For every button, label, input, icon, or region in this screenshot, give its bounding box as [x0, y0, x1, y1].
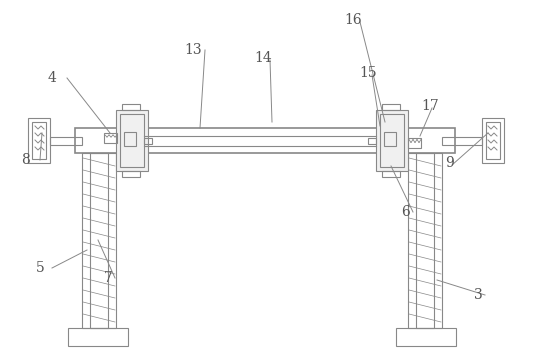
- Bar: [90, 153, 108, 328]
- Bar: [124, 132, 136, 146]
- Bar: [442, 136, 482, 144]
- Bar: [408, 153, 442, 328]
- Text: 5: 5: [36, 261, 44, 275]
- Bar: [104, 133, 117, 143]
- Bar: [122, 171, 140, 177]
- Bar: [144, 138, 152, 143]
- Text: 8: 8: [21, 153, 30, 167]
- Bar: [82, 153, 116, 328]
- Bar: [416, 153, 434, 328]
- Bar: [75, 128, 455, 153]
- Text: 6: 6: [402, 205, 410, 219]
- Text: 16: 16: [344, 13, 362, 27]
- Text: 3: 3: [474, 288, 482, 302]
- Text: 7: 7: [104, 271, 113, 285]
- Text: 17: 17: [421, 99, 439, 113]
- Bar: [382, 104, 400, 110]
- Bar: [482, 118, 504, 163]
- Bar: [116, 110, 148, 171]
- Bar: [120, 114, 144, 167]
- Bar: [28, 118, 50, 163]
- Bar: [382, 171, 400, 177]
- Text: 13: 13: [184, 43, 202, 57]
- Bar: [122, 104, 140, 110]
- Bar: [50, 136, 82, 144]
- Bar: [486, 122, 500, 159]
- Bar: [396, 328, 456, 346]
- Bar: [408, 138, 421, 147]
- Text: 14: 14: [254, 51, 272, 65]
- Text: 4: 4: [48, 71, 57, 85]
- Bar: [380, 114, 404, 167]
- Bar: [376, 110, 408, 171]
- Bar: [68, 328, 128, 346]
- Bar: [384, 132, 396, 146]
- Text: 15: 15: [359, 66, 377, 80]
- Bar: [32, 122, 46, 159]
- Bar: [368, 138, 376, 143]
- Text: 9: 9: [445, 156, 453, 170]
